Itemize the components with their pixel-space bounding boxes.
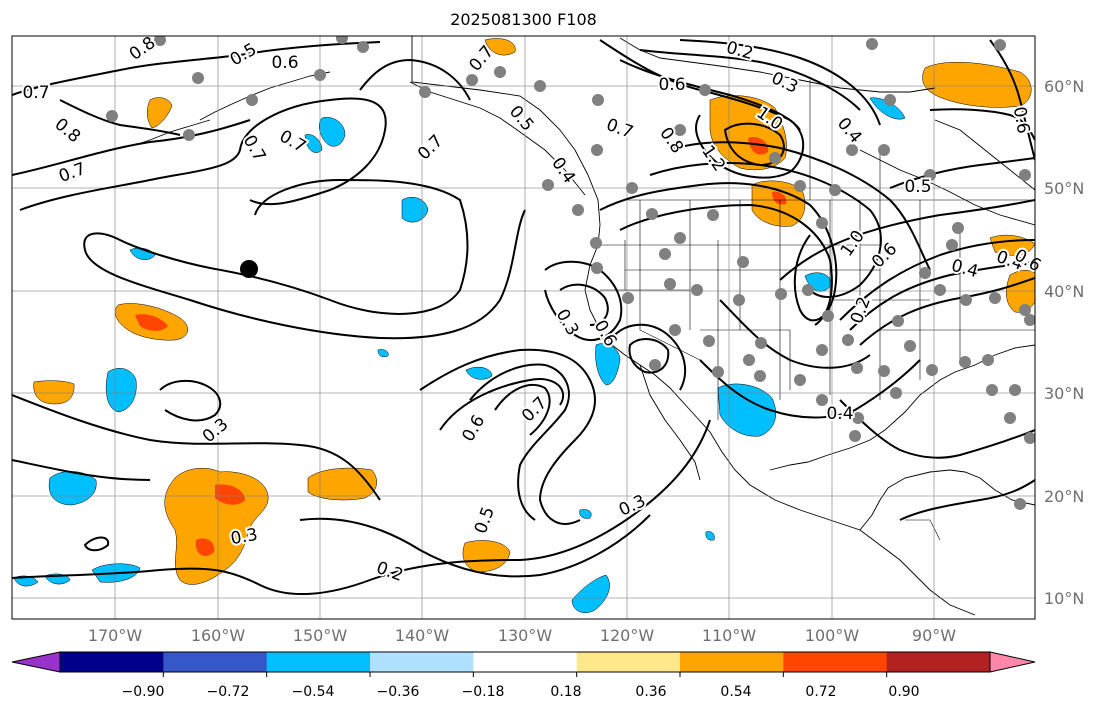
contour-label: 0.7 (414, 131, 447, 164)
contour-label: 0.4 (833, 114, 866, 148)
colorbar-tick-label: −0.90 (121, 684, 165, 700)
lon-label: 140°W (394, 626, 450, 645)
colorbar-tick-label: −0.54 (291, 684, 335, 700)
colorbar-segment (473, 652, 578, 672)
lon-label: 130°W (497, 626, 553, 645)
contour-label: 0.5 (227, 39, 260, 70)
lon-label: 90°W (911, 626, 957, 645)
colorbar-frame (59, 651, 991, 673)
lon-label: 150°W (292, 626, 348, 645)
colorbar-segment (163, 652, 268, 672)
colorbar-tick-label: −0.36 (376, 684, 420, 700)
contour-label: 1.0 (837, 227, 869, 261)
colorbar-tick-label: 0.90 (888, 684, 920, 700)
lon-label: 170°W (87, 626, 143, 645)
contour-label: 0.3 (552, 306, 583, 339)
lon-label: 110°W (701, 626, 757, 645)
contour-label: 0.2 (374, 558, 406, 586)
lat-label: 50°N (1044, 179, 1085, 198)
lon-label: 120°W (599, 626, 655, 645)
lat-label: 60°N (1044, 77, 1085, 96)
lon-label: 160°W (190, 626, 246, 645)
colorbar-extend-low (11, 651, 61, 673)
contour-label: 0.5 (505, 102, 538, 136)
colorbar-tick-label: 0.72 (805, 684, 837, 700)
colorbar-tick-label: 0.36 (635, 684, 667, 700)
point-marker (240, 260, 258, 278)
colorbar-segment (370, 652, 474, 672)
station-dots (106, 36, 1035, 510)
colorbar-tick-label: −0.18 (461, 684, 505, 700)
contour-label: 0.4 (949, 256, 980, 282)
contour-label: 0.7 (604, 115, 636, 143)
colorbar-segment (886, 652, 991, 672)
map-title: 2025081300 F108 (450, 10, 597, 29)
contour-label: 0.7 (22, 83, 49, 103)
contour-label: 0.7 (239, 132, 270, 165)
contour-label: 0.5 (904, 177, 931, 197)
colorbar-tick-label: 0.18 (550, 684, 582, 700)
contour-label: 0.8 (126, 33, 160, 65)
contour-label: 0.8 (51, 114, 85, 147)
contour-label: 0.4 (826, 404, 853, 424)
map-frame (11, 35, 1036, 620)
contour-label: 0.6 (458, 412, 489, 445)
contour-label: 0.3 (229, 525, 259, 549)
lat-label: 20°N (1044, 487, 1085, 506)
contour-label: 0.6 (1009, 105, 1033, 135)
colorbar (11, 651, 1036, 677)
contour-label: 0.7 (518, 393, 551, 426)
colorbar-tick-label: −0.72 (206, 684, 250, 700)
lat-label: 30°N (1044, 384, 1085, 403)
contour-label: 0.2 (847, 294, 875, 326)
lat-label: 10°N (1044, 589, 1085, 608)
colorbar-extend-high (989, 651, 1036, 673)
contour-label: 0.6 (658, 75, 685, 95)
lat-label: 40°N (1044, 282, 1085, 301)
colorbar-tick-label: 0.54 (720, 684, 752, 700)
contour-label: 0.7 (276, 126, 309, 157)
contour-lines (12, 39, 1035, 595)
contour-label: 0.6 (590, 317, 621, 350)
contour-label: 0.5 (471, 504, 499, 536)
colorbar-segment (266, 652, 371, 672)
lon-label: 100°W (804, 626, 860, 645)
colorbar-segment (576, 652, 681, 672)
colorbar-segment (783, 652, 888, 672)
contour-label: 0.6 (271, 53, 298, 73)
colorbar-segment (60, 652, 164, 672)
colorbar-segment (680, 652, 784, 672)
contour-label: 0.3 (616, 491, 649, 521)
